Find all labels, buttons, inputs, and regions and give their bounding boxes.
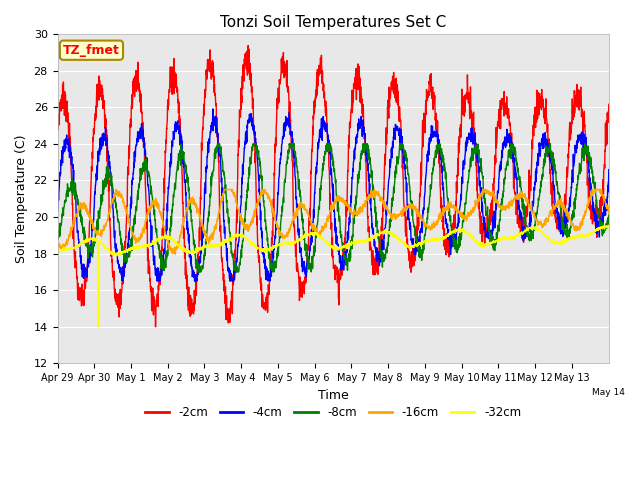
Title: Tonzi Soil Temperatures Set C: Tonzi Soil Temperatures Set C — [220, 15, 446, 30]
X-axis label: Time: Time — [317, 389, 348, 402]
Text: May 14: May 14 — [592, 388, 625, 397]
Y-axis label: Soil Temperature (C): Soil Temperature (C) — [15, 134, 28, 263]
Text: TZ_fmet: TZ_fmet — [63, 44, 120, 57]
Legend: -2cm, -4cm, -8cm, -16cm, -32cm: -2cm, -4cm, -8cm, -16cm, -32cm — [140, 401, 526, 423]
